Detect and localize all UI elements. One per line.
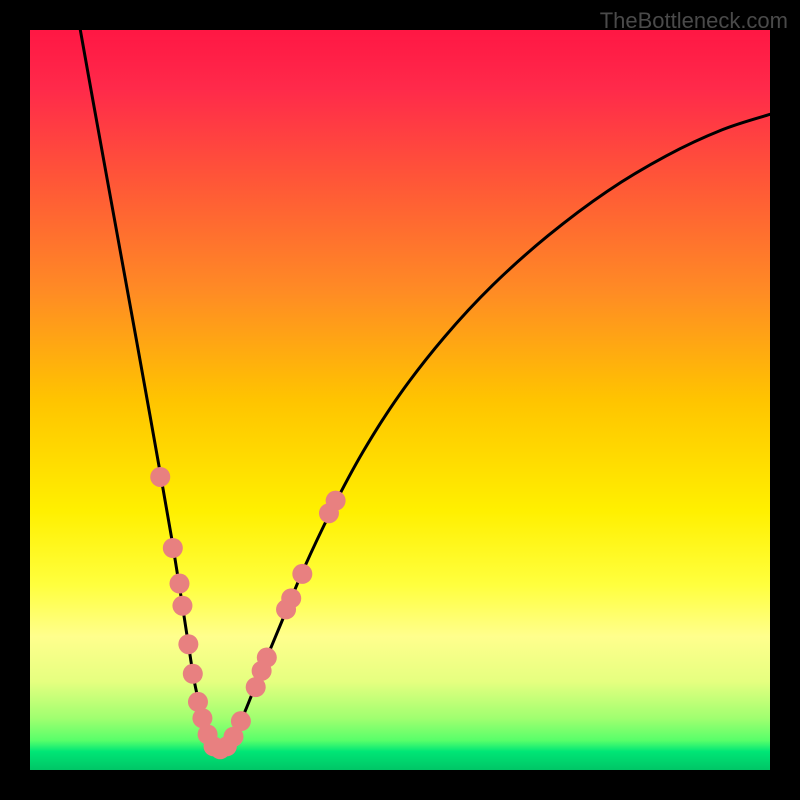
data-point (231, 711, 251, 731)
data-point (292, 564, 312, 584)
gradient-background (30, 30, 770, 770)
plot-area (30, 30, 770, 770)
chart-svg (30, 30, 770, 770)
data-point (150, 467, 170, 487)
data-point (172, 596, 192, 616)
data-point (163, 538, 183, 558)
data-point (257, 648, 277, 668)
data-point (281, 588, 301, 608)
data-point (183, 664, 203, 684)
data-point (178, 634, 198, 654)
data-point (326, 491, 346, 511)
data-point (169, 574, 189, 594)
watermark-text: TheBottleneck.com (600, 8, 788, 34)
